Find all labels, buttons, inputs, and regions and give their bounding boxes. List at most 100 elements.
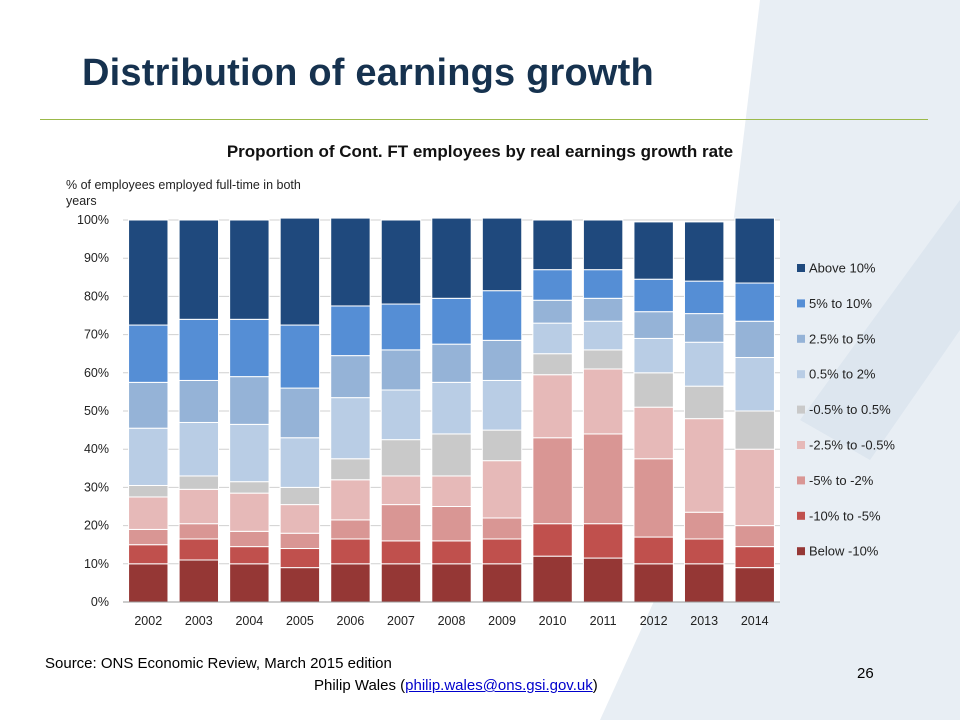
bar-segment	[330, 563, 371, 603]
x-tick-label: 2013	[690, 614, 718, 628]
bar-segment	[582, 368, 624, 435]
bar-segment	[481, 563, 523, 603]
bar-segment	[532, 523, 573, 557]
bar-segment	[481, 217, 523, 292]
x-tick-label: 2012	[640, 614, 668, 628]
bar-segment	[178, 379, 220, 423]
bar-segment	[128, 381, 169, 429]
legend-label: Below -10%	[809, 544, 879, 559]
bar-segment	[380, 563, 422, 603]
y-tick-label: 100%	[77, 213, 109, 227]
bar-segment	[431, 563, 472, 603]
bar-segment	[683, 280, 725, 315]
y-tick-label: 30%	[84, 480, 109, 494]
bar-segment	[734, 282, 775, 322]
bar-segment	[683, 538, 725, 565]
bar-segment	[178, 559, 220, 603]
bar-segment	[279, 486, 321, 506]
bar-segment	[481, 429, 523, 462]
bar-segment	[633, 563, 674, 603]
bar-segment	[380, 219, 422, 305]
author-open-paren: (	[400, 677, 406, 694]
bar-segment	[582, 320, 624, 351]
bar-segment	[330, 519, 371, 540]
y-tick-label: 20%	[84, 519, 109, 533]
legend-swatch	[797, 511, 805, 520]
bar-segment	[128, 484, 169, 498]
bar-segment	[380, 504, 422, 542]
bar-segment	[128, 324, 169, 383]
bar-segment	[128, 427, 169, 486]
bar-segment	[683, 511, 725, 540]
x-tick-label: 2002	[134, 614, 162, 628]
bar-segment	[330, 479, 371, 521]
bar-segment	[380, 475, 422, 506]
legend-label: -10% to -5%	[809, 508, 881, 523]
bar-segment	[582, 269, 624, 299]
bar-segment	[582, 219, 624, 271]
bar-segment	[229, 318, 270, 378]
title-divider	[40, 119, 928, 120]
bar-segment	[229, 530, 270, 548]
bar-segment	[178, 318, 220, 381]
y-tick-label: 70%	[84, 328, 109, 342]
legend-label: 2.5% to 5%	[809, 331, 876, 346]
y-tick-label: 40%	[84, 442, 109, 456]
bar-segment	[330, 355, 371, 399]
bar-segment	[431, 540, 472, 565]
bar-segment	[532, 322, 573, 355]
author-close-paren: )	[592, 677, 598, 694]
bar-segment	[128, 496, 169, 530]
legend-swatch	[797, 441, 805, 449]
bar-segment	[481, 460, 523, 519]
bar-segment	[279, 548, 321, 569]
bar-segment	[633, 372, 674, 408]
y-tick-label: 80%	[84, 289, 109, 303]
bar-segment	[633, 278, 674, 313]
bar-segment	[279, 387, 321, 439]
legend-label: -5% to -2%	[809, 473, 874, 488]
x-tick-label: 2005	[286, 614, 314, 628]
bar-segment	[582, 523, 624, 559]
author-name: Philip Wales	[314, 677, 396, 694]
bar-segment	[380, 439, 422, 477]
bar-segment	[481, 290, 523, 341]
legend-swatch	[797, 547, 805, 556]
bar-segment	[683, 313, 725, 343]
bar-segment	[481, 517, 523, 540]
bar-segment	[380, 349, 422, 391]
author-email-link[interactable]: philip.wales@ons.gsi.gov.uk	[405, 677, 593, 694]
bar-segment	[532, 555, 573, 603]
bar-segment	[431, 343, 472, 383]
bar-segment	[229, 492, 270, 532]
source-note: Source: ONS Economic Review, March 2015 …	[45, 655, 392, 672]
bar-segment	[532, 219, 573, 271]
bar-segment	[128, 563, 169, 603]
chart-title: Proportion of Cont. FT employees by real…	[226, 142, 734, 161]
y-tick-label: 50%	[84, 404, 109, 418]
y-tick-label: 90%	[84, 251, 109, 265]
x-tick-label: 2014	[741, 614, 769, 628]
bar-segment	[734, 546, 775, 569]
bar-segment	[279, 567, 321, 603]
bar-segment	[734, 357, 775, 412]
bar-segment	[128, 528, 169, 546]
bar-segment	[431, 506, 472, 542]
x-tick-label: 2004	[235, 614, 263, 628]
bar-segment	[734, 525, 775, 548]
x-tick-label: 2003	[185, 614, 213, 628]
bar-segment	[683, 385, 725, 420]
x-tick-label: 2008	[438, 614, 466, 628]
bar-segment	[279, 437, 321, 488]
bar-segment	[330, 397, 371, 460]
bar-segment	[532, 353, 573, 376]
legend-swatch	[797, 264, 805, 272]
bar-segment	[229, 481, 270, 494]
bar-segment	[128, 219, 169, 326]
bar-segment	[532, 269, 573, 301]
bar-segment	[633, 406, 674, 460]
bar-segment	[178, 475, 220, 490]
bar-segment	[633, 458, 674, 538]
legend-label: -0.5% to 0.5%	[809, 402, 891, 417]
